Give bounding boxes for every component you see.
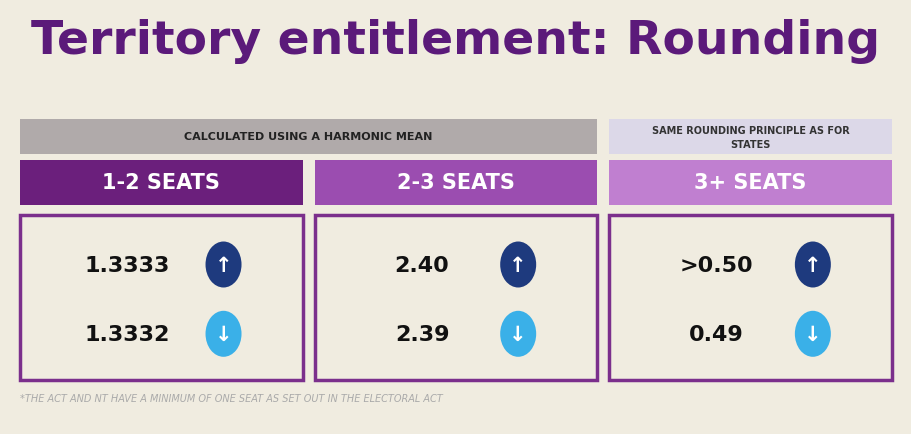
Text: 1.3333: 1.3333 xyxy=(85,255,170,275)
Text: >0.50: >0.50 xyxy=(680,255,752,275)
Text: Territory entitlement: Rounding: Territory entitlement: Rounding xyxy=(31,20,880,64)
Text: CALCULATED USING A HARMONIC MEAN: CALCULATED USING A HARMONIC MEAN xyxy=(184,132,433,142)
Text: 0.49: 0.49 xyxy=(689,324,743,344)
Ellipse shape xyxy=(499,311,536,357)
FancyBboxPatch shape xyxy=(609,216,891,380)
FancyBboxPatch shape xyxy=(20,120,597,155)
Ellipse shape xyxy=(205,242,241,288)
Ellipse shape xyxy=(794,242,830,288)
Ellipse shape xyxy=(499,242,536,288)
Text: 2.40: 2.40 xyxy=(394,255,449,275)
FancyBboxPatch shape xyxy=(314,161,597,206)
Ellipse shape xyxy=(205,311,241,357)
FancyBboxPatch shape xyxy=(314,216,597,380)
FancyBboxPatch shape xyxy=(609,161,891,206)
Text: *THE ACT AND NT HAVE A MINIMUM OF ONE SEAT AS SET OUT IN THE ELECTORAL ACT: *THE ACT AND NT HAVE A MINIMUM OF ONE SE… xyxy=(20,393,442,403)
Text: ↑: ↑ xyxy=(804,255,821,275)
Text: 2.39: 2.39 xyxy=(394,324,449,344)
Text: ↓: ↓ xyxy=(804,324,821,344)
Text: ↑: ↑ xyxy=(509,255,527,275)
Text: 1.3332: 1.3332 xyxy=(85,324,170,344)
Text: 1-2 SEATS: 1-2 SEATS xyxy=(102,173,220,193)
FancyBboxPatch shape xyxy=(609,120,891,155)
Text: SAME ROUNDING PRINCIPLE AS FOR
STATES: SAME ROUNDING PRINCIPLE AS FOR STATES xyxy=(651,125,849,149)
Text: ↓: ↓ xyxy=(509,324,527,344)
FancyBboxPatch shape xyxy=(20,216,302,380)
FancyBboxPatch shape xyxy=(20,161,302,206)
Text: ↑: ↑ xyxy=(214,255,232,275)
Ellipse shape xyxy=(794,311,830,357)
Text: 2-3 SEATS: 2-3 SEATS xyxy=(396,173,515,193)
Text: ↓: ↓ xyxy=(214,324,232,344)
Text: 3+ SEATS: 3+ SEATS xyxy=(693,173,806,193)
